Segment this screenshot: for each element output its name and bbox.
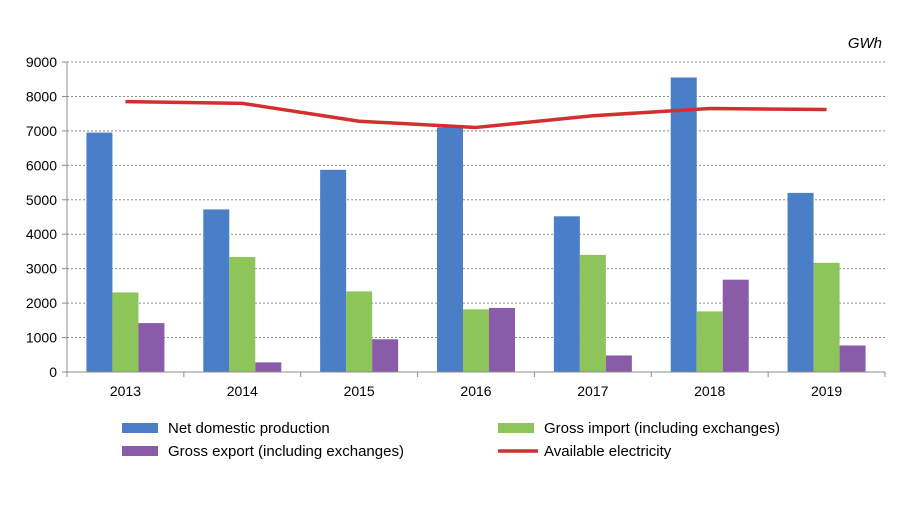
y-tick-label: 6000 — [26, 157, 57, 173]
line-layer — [125, 99, 827, 130]
x-tick-label: 2016 — [460, 383, 491, 399]
bar-gross-export-including-exchanges — [372, 339, 399, 372]
bar-gross-import-including-exchanges — [813, 262, 840, 372]
bar-gross-import-including-exchanges — [346, 291, 373, 372]
legend-swatch — [122, 423, 158, 433]
bar-gross-import-including-exchanges — [463, 309, 489, 372]
bar-gross-import-including-exchanges — [229, 256, 256, 372]
bar-net-domestic-production — [787, 192, 814, 372]
bar-gross-export-including-exchanges — [489, 307, 515, 372]
unit-label: GWh — [848, 35, 882, 52]
bar-gross-export-including-exchanges — [605, 355, 632, 372]
bar-gross-import-including-exchanges — [112, 292, 139, 372]
bar-net-domestic-production — [203, 209, 230, 372]
y-tick-label: 8000 — [26, 88, 57, 104]
x-tick-label: 2018 — [694, 383, 725, 399]
x-tick-label: 2013 — [110, 383, 141, 399]
y-tick-label: 2000 — [26, 295, 57, 311]
y-tick-label: 0 — [49, 364, 57, 380]
axes-layer — [62, 61, 886, 377]
x-tick-label: 2019 — [811, 383, 842, 399]
line-available-electricity — [125, 99, 827, 130]
bar-net-domestic-production — [670, 77, 697, 372]
bar-net-domestic-production — [437, 127, 463, 372]
legend: Net domestic production Gross import (inc… — [122, 420, 780, 460]
x-tick-label: 2017 — [577, 383, 608, 399]
legend-label: Net domestic production — [168, 420, 330, 437]
legend-swatch — [122, 446, 158, 456]
y-tick-label: 7000 — [26, 123, 57, 139]
y-tick-label: 1000 — [26, 330, 57, 346]
y-tick-label: 9000 — [26, 54, 57, 70]
y-tick-label: 5000 — [26, 192, 57, 208]
bars-layer — [86, 77, 866, 372]
bar-net-domestic-production — [86, 132, 113, 372]
x-tick-label: 2015 — [344, 383, 375, 399]
bar-gross-import-including-exchanges — [579, 254, 606, 372]
bar-gross-export-including-exchanges — [255, 362, 282, 372]
x-tick-label: 2014 — [227, 383, 258, 399]
bar-gross-export-including-exchanges — [839, 345, 866, 372]
bar-net-domestic-production — [553, 216, 580, 372]
legend-label: Gross export (including exchanges) — [168, 443, 404, 460]
ticks-layer: 0 1000 2000 3000 4000 5000 6000 7000 8000 9000 201… — [26, 54, 843, 399]
bar-gross-export-including-exchanges — [722, 279, 749, 372]
y-tick-label: 4000 — [26, 226, 57, 242]
legend-label: Available electricity — [544, 443, 672, 460]
legend-swatch — [498, 423, 534, 433]
y-tick-label: 3000 — [26, 261, 57, 277]
bar-gross-import-including-exchanges — [696, 311, 723, 372]
legend-label: Gross import (including exchanges) — [544, 420, 780, 437]
bar-gross-export-including-exchanges — [138, 323, 165, 372]
bar-net-domestic-production — [320, 169, 347, 372]
